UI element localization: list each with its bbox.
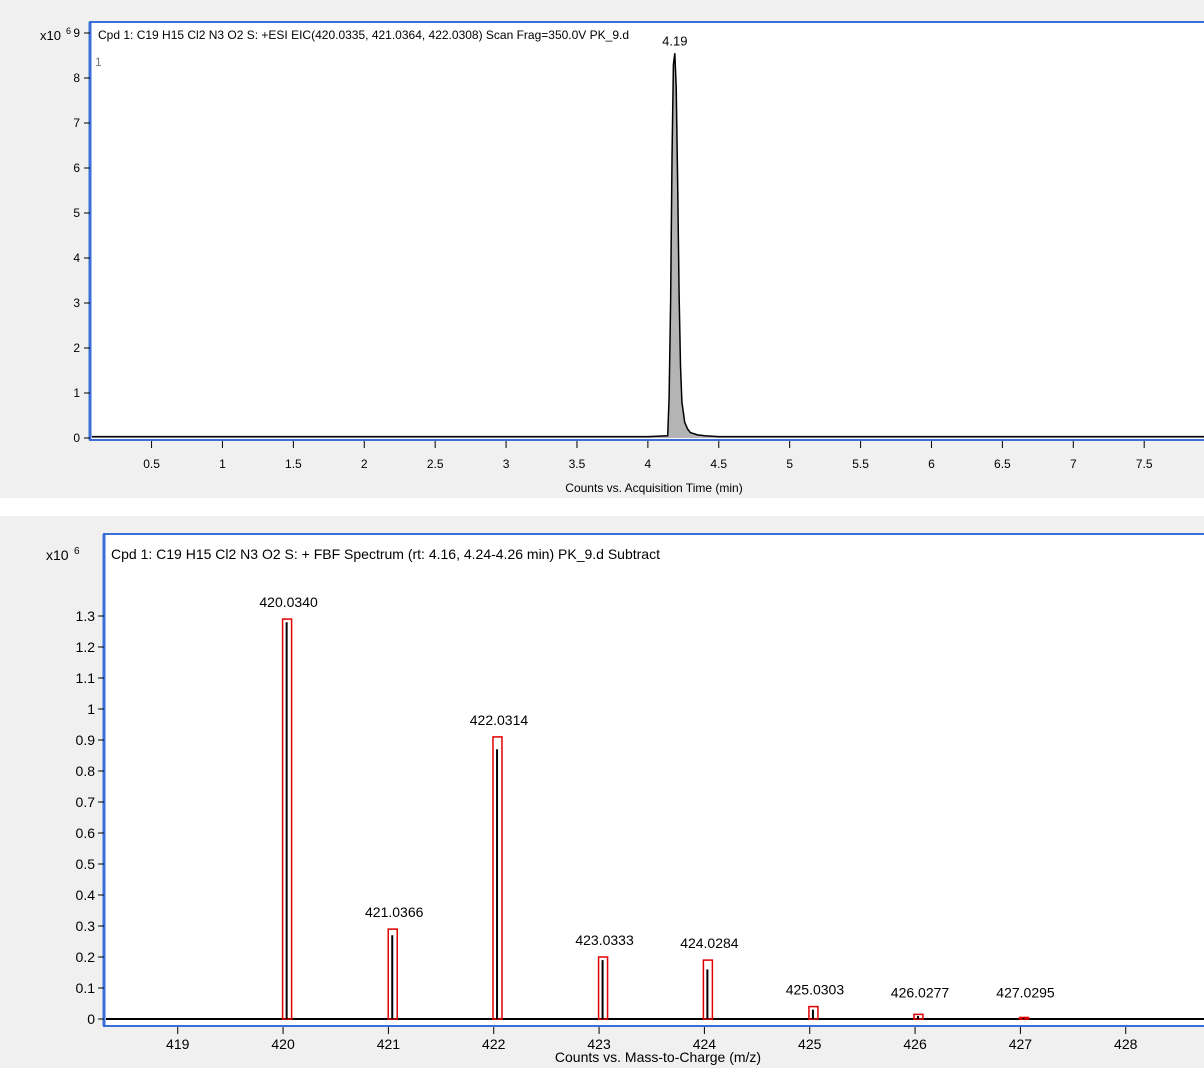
spectrum-y-tick-label: 1.3 xyxy=(76,608,96,624)
eic-y-tick-label: 1 xyxy=(73,386,80,400)
eic-x-tick-label: 1.5 xyxy=(285,457,302,471)
eic-x-tick-label: 6.5 xyxy=(994,457,1011,471)
eic-x-tick-label: 4.5 xyxy=(710,457,727,471)
spectrum-y-tick-label: 1.2 xyxy=(76,639,96,655)
spectrum-peak-label: 423.0333 xyxy=(575,932,634,948)
spectrum-y-tick-label: 0.4 xyxy=(76,887,96,903)
spectrum-y-tick-label: 0.6 xyxy=(76,825,96,841)
spectrum-peak-label: 424.0284 xyxy=(680,935,739,951)
spectrum-title: Cpd 1: C19 H15 Cl2 N3 O2 S: + FBF Spectr… xyxy=(111,546,660,562)
spectrum-y-tick-label: 0.1 xyxy=(76,980,96,996)
eic-x-tick-label: 7 xyxy=(1070,457,1077,471)
spectrum-marks: 0 0.1 0.2 0.3 0.4 0.5 0.6 0.7 0.8 0.9 1 1.1 1.2 1.3 41… xyxy=(76,534,1204,1052)
eic-x-tick-label: 2.5 xyxy=(427,457,444,471)
spectrum-y-tick-label: 1 xyxy=(87,701,95,717)
spectrum-x-tick-label: 422 xyxy=(482,1036,506,1052)
spectrum-peak-label: 422.0314 xyxy=(470,712,529,728)
eic-y-tick-label: 2 xyxy=(73,341,80,355)
spectrum-x-tick-label: 420 xyxy=(271,1036,295,1052)
spectrum-y-tick-label: 0.5 xyxy=(76,856,96,872)
eic-y-tick-label: 7 xyxy=(73,116,80,130)
eic-chart-panel[interactable]: x10 6 Cpd 1: C19 H15 Cl2 N3 O2 S: +ESI E… xyxy=(0,0,1204,498)
spectrum-y-tick-label: 0.3 xyxy=(76,918,96,934)
eic-y-tick-label: 3 xyxy=(73,296,80,310)
spectrum-peak-label: 427.0295 xyxy=(996,985,1055,1001)
spectrum-y-tick-label: 0 xyxy=(87,1011,95,1027)
spectrum-x-tick-label: 426 xyxy=(903,1036,927,1052)
spectrum-chart[interactable]: x10 6 Cpd 1: C19 H15 Cl2 N3 O2 S: + FBF … xyxy=(0,516,1204,1068)
eic-x-tick-label: 1 xyxy=(219,457,226,471)
eic-x-tick-label: 0.5 xyxy=(143,457,160,471)
spectrum-x-tick-label: 421 xyxy=(377,1036,401,1052)
spectrum-peak-label: 425.0303 xyxy=(786,982,845,998)
eic-x-tick-label: 5 xyxy=(786,457,793,471)
eic-marks: 0 1 2 3 4 5 6 7 8 9 0.5 1 1.5 2 2.5 3 3.5 4 4.5 5 5.5 6 6.5 7 7.… xyxy=(73,22,1204,471)
eic-y-tick-label: 0 xyxy=(73,431,80,445)
spectrum-y-tick-label: 0.9 xyxy=(76,732,96,748)
eic-x-axis-label: Counts vs. Acquisition Time (min) xyxy=(565,481,742,495)
eic-y-tick-label: 8 xyxy=(73,71,80,85)
eic-x-tick-label: 3.5 xyxy=(569,457,586,471)
spectrum-y-tick-label: 0.8 xyxy=(76,763,96,779)
eic-peak-label: 4.19 xyxy=(662,33,687,48)
spectrum-y-tick-label: 1.1 xyxy=(76,670,96,686)
eic-trace-line xyxy=(92,53,1204,438)
spectrum-y-tick-label: 0.2 xyxy=(76,949,96,965)
spectrum-x-tick-label: 425 xyxy=(798,1036,822,1052)
eic-chart[interactable]: x10 6 Cpd 1: C19 H15 Cl2 N3 O2 S: +ESI E… xyxy=(0,0,1204,498)
spectrum-x-tick-label: 428 xyxy=(1114,1036,1138,1052)
eic-x-tick-label: 5.5 xyxy=(852,457,869,471)
eic-y-tick-label: 4 xyxy=(73,251,80,265)
spectrum-peak-label: 421.0366 xyxy=(365,904,424,920)
eic-y-tick-label: 9 xyxy=(73,26,80,40)
spectrum-y-tick-label: 0.7 xyxy=(76,794,96,810)
eic-x-tick-label: 4 xyxy=(645,457,652,471)
eic-y-tick-label: 6 xyxy=(73,161,80,175)
eic-y-tick-label: 5 xyxy=(73,206,80,220)
spectrum-x-tick-label: 423 xyxy=(587,1036,611,1052)
spectrum-y-multiplier: x10 xyxy=(46,547,69,563)
spectrum-peak-label: 426.0277 xyxy=(891,985,950,1001)
spectrum-x-axis-label: Counts vs. Mass-to-Charge (m/z) xyxy=(555,1049,761,1065)
spectrum-y-exponent: 6 xyxy=(74,546,80,557)
spectrum-x-tick-label: 424 xyxy=(693,1036,717,1052)
eic-plot-area[interactable] xyxy=(89,21,1204,441)
eic-x-tick-label: 2 xyxy=(361,457,368,471)
eic-y-exponent: 6 xyxy=(66,26,71,36)
eic-x-tick-label: 3 xyxy=(503,457,510,471)
eic-panel-index: 1 xyxy=(95,55,102,69)
spectrum-x-tick-label: 419 xyxy=(166,1036,190,1052)
spectrum-peak-label: 420.0340 xyxy=(259,594,318,610)
eic-title: Cpd 1: C19 H15 Cl2 N3 O2 S: +ESI EIC(420… xyxy=(98,28,629,42)
eic-x-tick-label: 7.5 xyxy=(1136,457,1153,471)
eic-y-multiplier: x10 xyxy=(40,28,61,43)
spectrum-x-tick-label: 427 xyxy=(1009,1036,1033,1052)
spectrum-chart-panel[interactable]: x10 6 Cpd 1: C19 H15 Cl2 N3 O2 S: + FBF … xyxy=(0,516,1204,1068)
eic-x-tick-label: 6 xyxy=(928,457,935,471)
